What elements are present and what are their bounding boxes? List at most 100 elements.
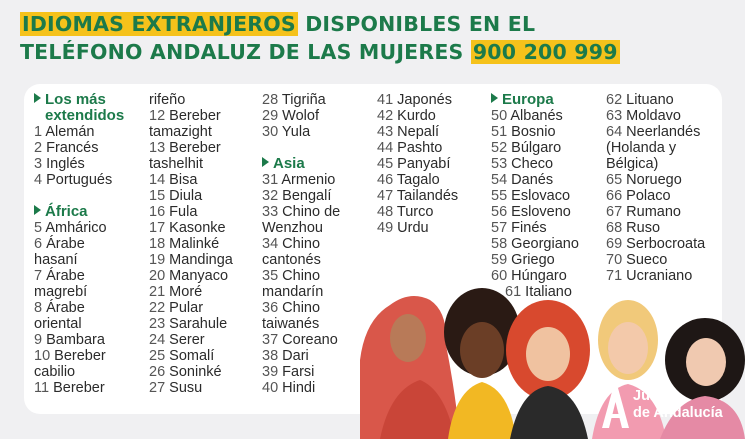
language-number: 21 bbox=[149, 284, 166, 300]
woman-afro-figure bbox=[444, 288, 520, 439]
language-item: 59 Griego bbox=[491, 252, 579, 268]
language-name: Wolof bbox=[282, 108, 319, 124]
language-name: Serbocroata bbox=[626, 236, 706, 252]
language-number: 33 bbox=[262, 204, 279, 220]
language-number: 45 bbox=[377, 156, 394, 172]
language-item: 45 Panyabí bbox=[377, 156, 458, 172]
language-column-3: 28 Tigriña 29 Wolof 30 Yula Asia 31 Armenio 3… bbox=[262, 92, 340, 396]
language-item: 27 Susu bbox=[149, 380, 233, 396]
logo-text: Junta de Andalucía bbox=[633, 388, 723, 422]
language-number: 18 bbox=[149, 236, 166, 252]
language-name: Bereber bbox=[169, 140, 221, 156]
language-number: 24 bbox=[149, 332, 166, 348]
language-number: 55 bbox=[491, 188, 508, 204]
language-number: 67 bbox=[606, 204, 623, 220]
language-item: 20 Manyaco bbox=[149, 268, 233, 284]
language-number: 34 bbox=[262, 236, 279, 252]
language-number: 50 bbox=[491, 108, 508, 124]
language-name: Armenio bbox=[281, 172, 336, 188]
language-item: 68 Ruso bbox=[606, 220, 705, 236]
language-name: taiwanés bbox=[262, 316, 320, 332]
language-item-continuation: taiwanés bbox=[262, 316, 340, 332]
language-item: 60 Húngaro bbox=[491, 268, 579, 284]
language-name: Finés bbox=[511, 220, 547, 236]
junta-de-andalucia-logo: Junta de Andalucía bbox=[600, 382, 740, 432]
language-number: 12 bbox=[149, 108, 166, 124]
phone-number: 900 200 999 bbox=[470, 40, 620, 64]
language-item: 15 Diula bbox=[149, 188, 233, 204]
header-line-2: TELÉFONO ANDALUZ DE LAS MUJERES 900 200 … bbox=[20, 38, 735, 66]
language-item-continuation: hasaní bbox=[34, 252, 124, 268]
language-item: 13 Bereber bbox=[149, 140, 233, 156]
language-name: Pashto bbox=[397, 140, 443, 156]
language-name: Yula bbox=[281, 124, 311, 140]
language-name: Bisa bbox=[169, 172, 198, 188]
language-number: 37 bbox=[262, 332, 279, 348]
language-name: Sarahule bbox=[169, 316, 228, 332]
language-item: 9 Bambara bbox=[34, 332, 124, 348]
language-name: magrebí bbox=[34, 284, 88, 300]
language-item: 62 Lituano bbox=[606, 92, 705, 108]
language-number: 5 bbox=[34, 220, 43, 236]
language-item: 63 Moldavo bbox=[606, 108, 705, 124]
language-item-continuation: Wenzhou bbox=[262, 220, 340, 236]
language-name: Tailandés bbox=[396, 188, 459, 204]
language-name: Farsi bbox=[282, 364, 315, 380]
language-number: 68 bbox=[606, 220, 623, 236]
language-item: 32 Bengalí bbox=[262, 188, 340, 204]
language-item: 21 Moré bbox=[149, 284, 233, 300]
language-number: 39 bbox=[262, 364, 279, 380]
language-item: 58 Georgiano bbox=[491, 236, 579, 252]
language-name: Alemán bbox=[45, 124, 95, 140]
language-item: 24 Serer bbox=[149, 332, 233, 348]
language-number: 49 bbox=[377, 220, 394, 236]
language-item: 42 Kurdo bbox=[377, 108, 458, 124]
language-name: Somalí bbox=[169, 348, 215, 364]
language-item: 47 Tailandés bbox=[377, 188, 458, 204]
language-name: Bambara bbox=[46, 332, 105, 348]
language-item-continuation: mandarín bbox=[262, 284, 340, 300]
language-name: cabilio bbox=[34, 364, 76, 380]
language-item: 41 Japonés bbox=[377, 92, 458, 108]
language-item: 40 Hindi bbox=[262, 380, 340, 396]
language-number: 1 bbox=[34, 124, 43, 140]
language-item-continuation: rifeño bbox=[149, 92, 233, 108]
language-item: 17 Kasonke bbox=[149, 220, 233, 236]
language-name: Bélgica) bbox=[606, 156, 659, 172]
language-number: 65 bbox=[606, 172, 623, 188]
junta-a-icon bbox=[602, 388, 629, 428]
language-name: Wenzhou bbox=[262, 220, 323, 236]
language-item: 2 Francés bbox=[34, 140, 124, 156]
header-title: IDIOMAS EXTRANJEROS DISPONIBLES EN EL TE… bbox=[20, 10, 735, 66]
language-name: Kasonke bbox=[169, 220, 226, 236]
language-item-continuation: tashelhit bbox=[149, 156, 233, 172]
header-line-1-rest: DISPONIBLES EN EL bbox=[297, 12, 536, 36]
language-item: 66 Polaco bbox=[606, 188, 705, 204]
language-column-4: 41 Japonés 42 Kurdo 43 Nepalí 44 Pashto 45 P… bbox=[377, 92, 458, 236]
language-name: Bosnio bbox=[511, 124, 556, 140]
language-item: 49 Urdu bbox=[377, 220, 458, 236]
language-item: 69 Serbocroata bbox=[606, 236, 705, 252]
language-number: 17 bbox=[149, 220, 166, 236]
language-number: 15 bbox=[149, 188, 166, 204]
language-number: 66 bbox=[606, 188, 623, 204]
language-number: 47 bbox=[377, 188, 394, 204]
language-number: 36 bbox=[262, 300, 279, 316]
language-name: Hindi bbox=[282, 380, 316, 396]
language-name: Panyabí bbox=[397, 156, 451, 172]
language-name: Pular bbox=[169, 300, 204, 316]
language-number: 43 bbox=[377, 124, 394, 140]
language-item: 23 Sarahule bbox=[149, 316, 233, 332]
language-item: 31 Armenio bbox=[262, 172, 340, 188]
region-heading: Asia bbox=[262, 156, 340, 172]
language-name: Árabe bbox=[46, 236, 85, 252]
language-number: 71 bbox=[606, 268, 623, 284]
language-item: 3 Inglés bbox=[34, 156, 124, 172]
language-number: 23 bbox=[149, 316, 166, 332]
language-number: 25 bbox=[149, 348, 166, 364]
language-number: 20 bbox=[149, 268, 166, 284]
language-item: 6 Árabe bbox=[34, 236, 124, 252]
language-number: 38 bbox=[262, 348, 279, 364]
language-name: Soninké bbox=[169, 364, 222, 380]
language-name: Georgiano bbox=[511, 236, 579, 252]
